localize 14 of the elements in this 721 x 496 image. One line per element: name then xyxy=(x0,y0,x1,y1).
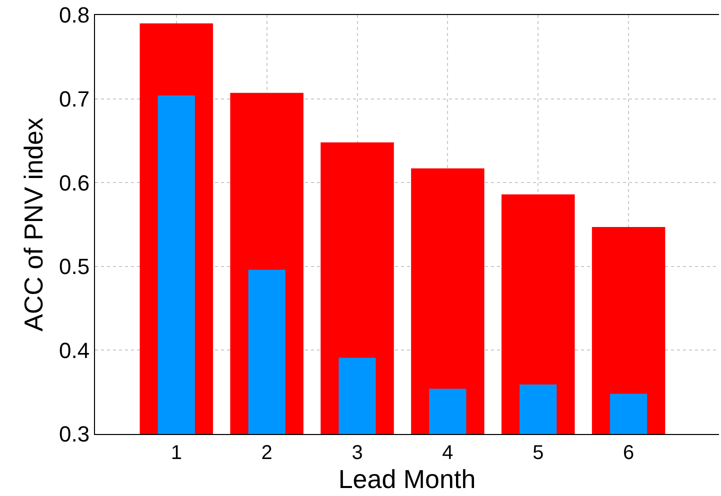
x-tick-label: 6 xyxy=(623,442,634,464)
y-tick-label: 0.7 xyxy=(59,86,90,112)
y-tick-label: 0.3 xyxy=(59,422,90,447)
y-axis-title: ACC of PNV index xyxy=(18,118,48,332)
y-tick-label: 0.6 xyxy=(59,170,90,196)
y-tick-label: 0.5 xyxy=(59,254,90,280)
x-tick-label: 3 xyxy=(352,442,363,464)
y-tick-label: 0.4 xyxy=(59,338,90,363)
x-tick-label: 1 xyxy=(170,442,182,464)
x-tick-label: 5 xyxy=(532,442,544,464)
x-axis-title: Lead Month xyxy=(338,464,476,494)
x-tick-label: 2 xyxy=(261,442,272,464)
y-tick-label: 0.8 xyxy=(59,2,90,28)
x-tick-label: 4 xyxy=(442,442,454,464)
